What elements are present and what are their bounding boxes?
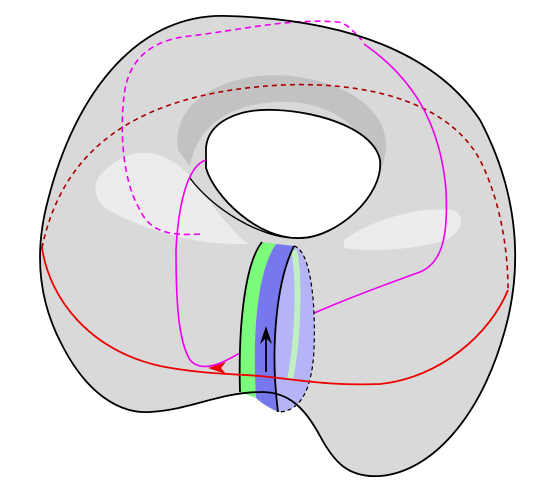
band-edge-left xyxy=(238,241,263,393)
band-edge-right xyxy=(273,245,295,413)
equator-front xyxy=(41,247,509,386)
equator-back xyxy=(41,83,509,291)
torus-hole xyxy=(205,108,381,239)
highlight-right xyxy=(344,209,462,250)
highlight-left xyxy=(95,152,248,245)
meridian-loop-back xyxy=(121,20,363,236)
band-light-green-edge xyxy=(287,249,301,381)
band-green xyxy=(239,242,276,398)
hole-inner-rim xyxy=(189,177,301,239)
torus-outline xyxy=(39,15,517,477)
band-edge-back xyxy=(277,245,315,413)
equator-arrowhead xyxy=(208,362,226,374)
band-arrowhead xyxy=(260,326,272,344)
band-blue xyxy=(254,244,294,412)
